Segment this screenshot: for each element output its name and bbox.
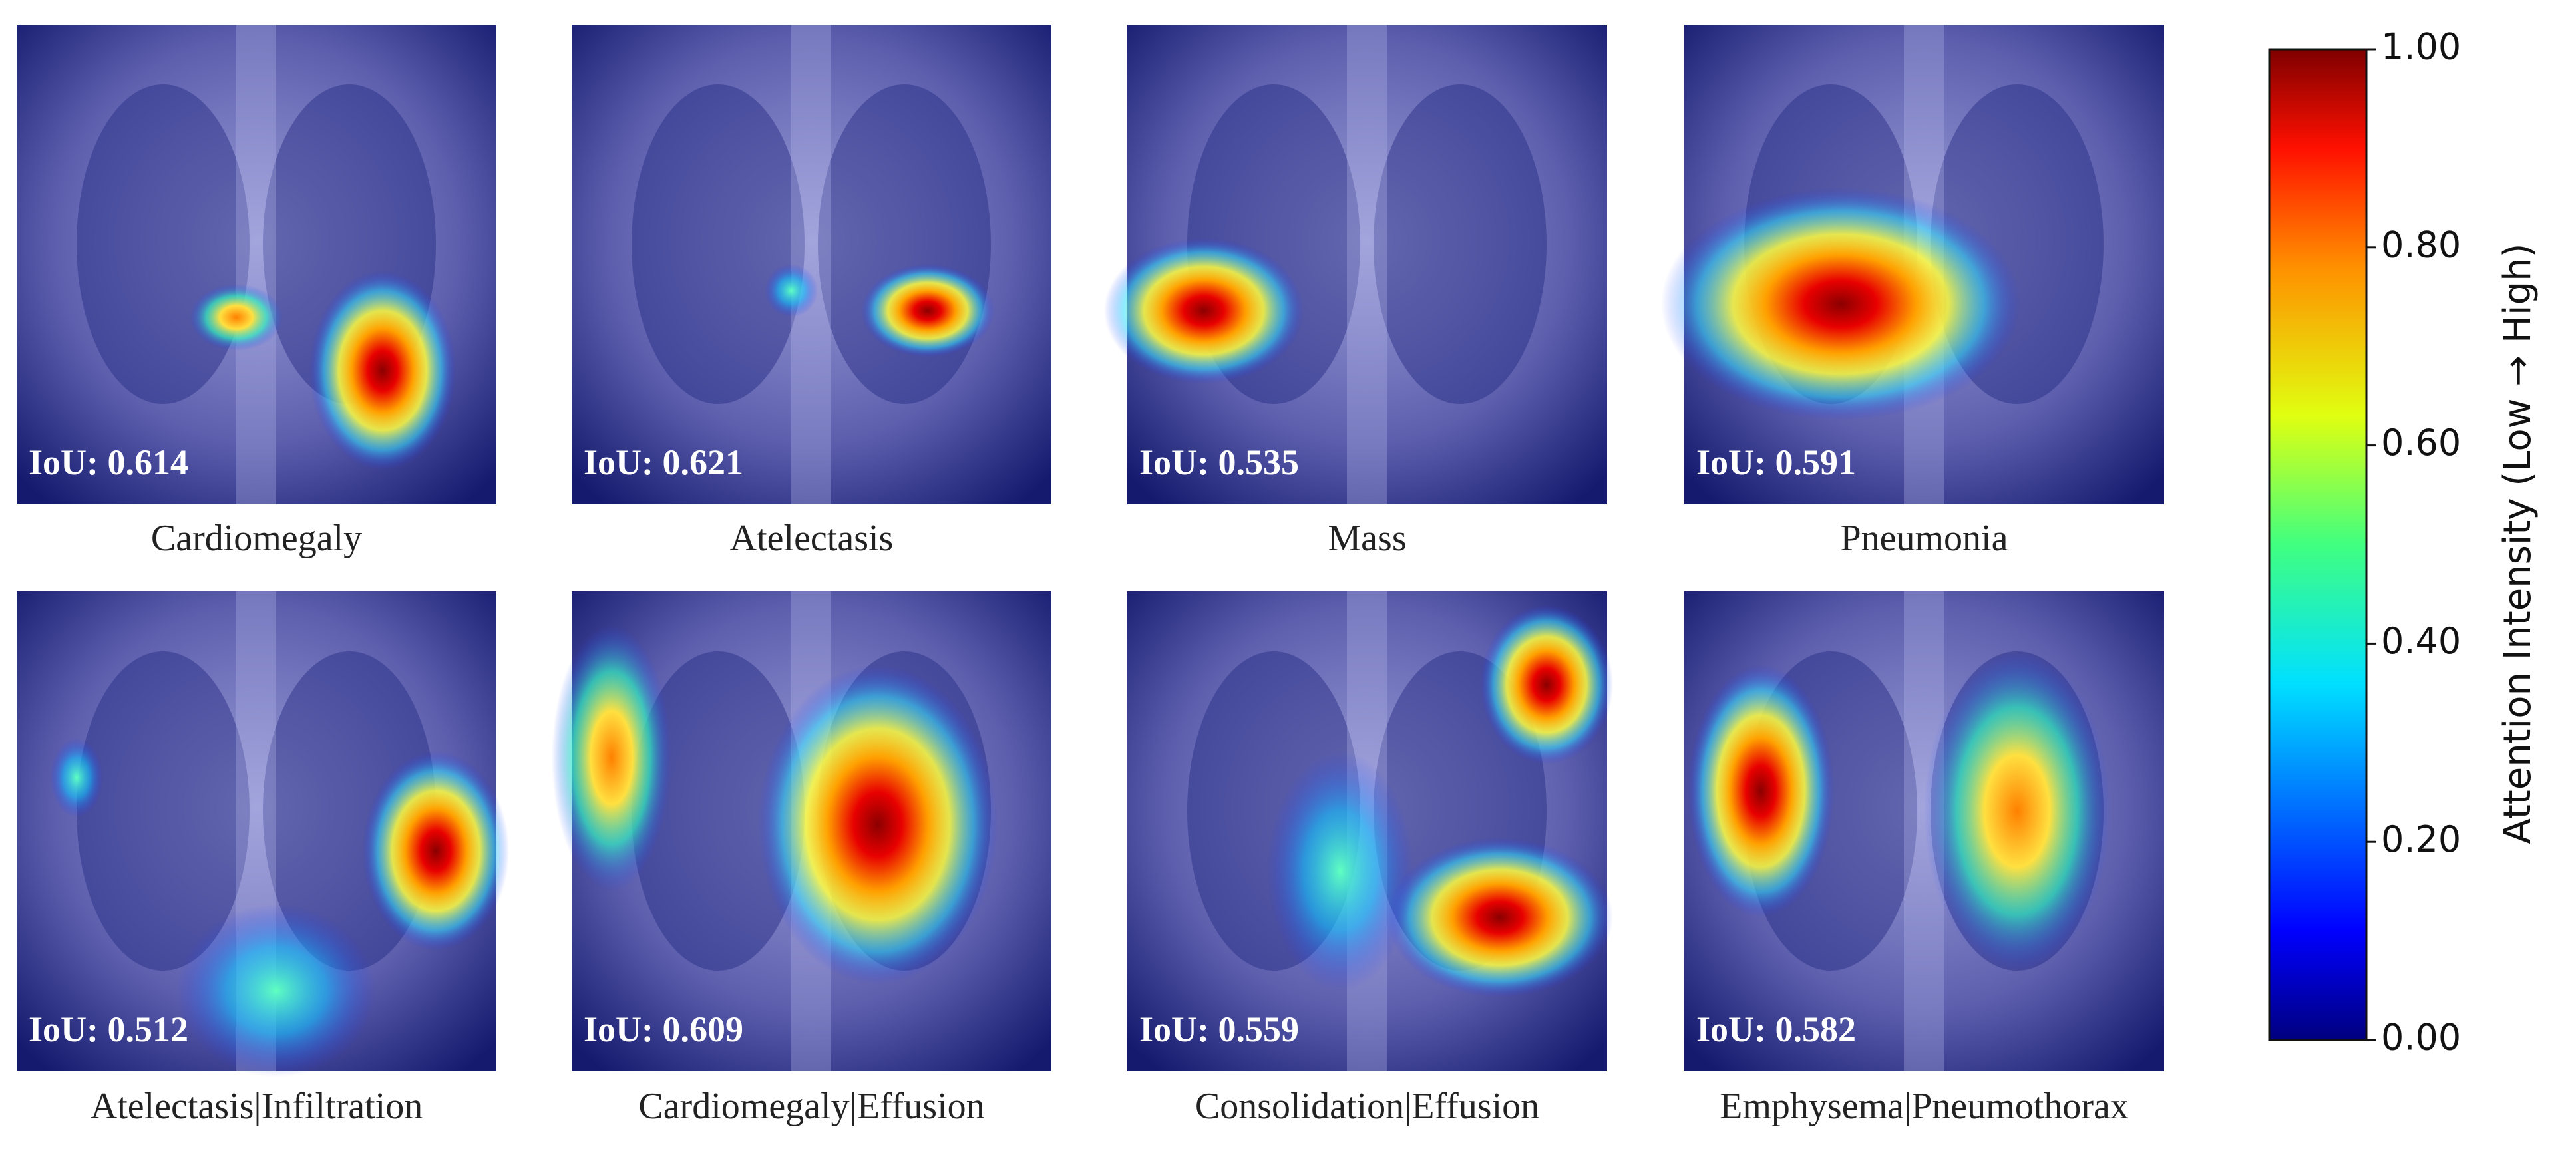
colorbar-tick-label: 1.00 [2381,26,2461,68]
heatmap-region [758,665,998,984]
colorbar-tick-label: 0.60 [2381,422,2461,464]
panel: IoU: 0.609 [552,591,1051,1071]
heatmap-region [552,625,671,891]
heatmap-region [50,738,103,818]
iou-score: IoU: 0.591 [1696,442,1856,482]
heatmap-region [190,284,283,351]
lung [1374,84,1547,404]
panel: IoU: 0.591 [1661,25,2164,504]
iou-score: IoU: 0.559 [1139,1009,1299,1049]
heatmap-region [861,264,994,357]
colorbar-tick-label: 0.80 [2381,224,2461,265]
panel-label: Mass [1328,518,1406,559]
spine [236,25,276,504]
lung [818,84,991,404]
iou-score: IoU: 0.614 [29,442,188,482]
spine [1347,25,1387,504]
colorbar-label: Attention Intensity (Low → High) [2496,244,2539,844]
panel: IoU: 0.621 [572,25,1051,504]
spine [791,25,831,504]
colorbar-tick-label: 0.40 [2381,620,2461,662]
colorbar [2268,48,2368,1041]
panel-label: Cardiomegaly|Effusion [638,1086,984,1127]
panel: IoU: 0.512 [17,591,509,1077]
panel-label: Cardiomegaly [151,518,362,559]
iou-score: IoU: 0.609 [584,1009,743,1049]
iou-score: IoU: 0.621 [584,442,743,482]
panel-label: Atelectasis|Infiltration [91,1086,423,1127]
iou-score: IoU: 0.535 [1139,442,1299,482]
panel: IoU: 0.535 [1104,25,1607,504]
panel-label: Atelectasis [730,518,894,559]
heatmap-region [1924,651,2110,971]
heatmap-region [1104,238,1304,384]
lung [77,651,250,971]
heatmap-region [1480,605,1613,764]
panel: IoU: 0.582 [1684,591,2164,1071]
colorbar-tick-label: 0.20 [2381,818,2461,860]
lung [632,84,805,404]
lung [632,651,805,971]
heatmap-region [363,751,509,951]
heatmap-region [1661,188,2020,420]
heatmap-region [765,264,818,317]
panel: IoU: 0.559 [1127,591,1613,1071]
panel-label: Emphysema|Pneumothorax [1720,1086,2129,1127]
heatmap-region [1688,665,1834,917]
panel-label: Consolidation|Effusion [1195,1086,1539,1127]
iou-score: IoU: 0.582 [1696,1009,1856,1049]
panel: IoU: 0.614 [17,25,496,504]
heatmap-region [176,904,376,1077]
heatmap-region [309,271,456,470]
colorbar-tick-label: 0.00 [2381,1017,2461,1059]
heatmap-region [1387,838,1613,997]
iou-score: IoU: 0.512 [29,1009,188,1049]
panel-label: Pneumonia [1841,518,2008,559]
heatmap-region [1267,751,1413,991]
lung [77,84,250,404]
